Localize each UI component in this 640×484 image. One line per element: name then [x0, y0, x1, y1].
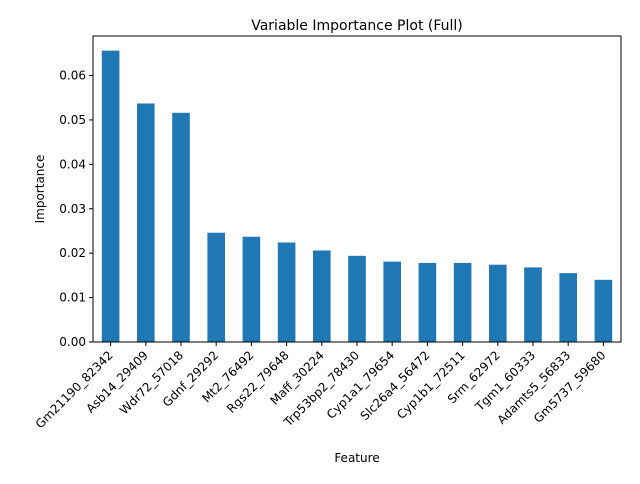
y-tick-label: 0.00: [59, 335, 86, 349]
bar-Slc26a4_56472: [418, 262, 437, 342]
bar-Asb14_29409: [137, 103, 155, 342]
bar-Mt2_76492: [242, 236, 261, 342]
x-axis-ticks: Gm21190_82342Asb14_29409Wdr72_57018Gdnf_…: [33, 342, 609, 431]
chart-title: Variable Importance Plot (Full): [251, 18, 463, 34]
bar-Cyp1b1_72511: [453, 262, 472, 342]
bar-Srm_62972: [489, 264, 507, 342]
bar-Adamts5_56833: [559, 273, 577, 342]
x-axis-label: Feature: [334, 451, 379, 465]
bar-Cyp1a1_79654: [383, 261, 401, 342]
bar-Rgs22_79648: [277, 242, 296, 342]
y-tick-label: 0.06: [59, 69, 86, 83]
plot-frame: [92, 35, 622, 343]
bar-Wdr72_57018: [172, 112, 190, 342]
bar-Gm21190_82342: [101, 50, 120, 342]
y-axis-label: Importance: [33, 155, 47, 224]
bars: [101, 50, 613, 342]
y-tick-label: 0.02: [59, 246, 86, 260]
y-tick-label: 0.05: [59, 113, 86, 127]
x-tick-label: Asb14_29409: [83, 348, 151, 416]
y-tick-label: 0.03: [59, 202, 86, 216]
bar-Gm5737_59680: [594, 279, 613, 342]
bar-Trp53bp2_78430: [348, 255, 366, 342]
y-axis-ticks: 0.00 0.01 0.02 0.03 0.04 0.05 0.06: [59, 69, 93, 349]
x-tick-label: Rgs22_79648: [224, 348, 292, 416]
y-tick-label: 0.01: [59, 291, 86, 305]
bar-Maff_30224: [313, 250, 331, 342]
y-tick-label: 0.04: [59, 157, 86, 171]
bar-Gdnf_29292: [207, 232, 225, 342]
bar-Tgm1_60333: [524, 267, 542, 342]
